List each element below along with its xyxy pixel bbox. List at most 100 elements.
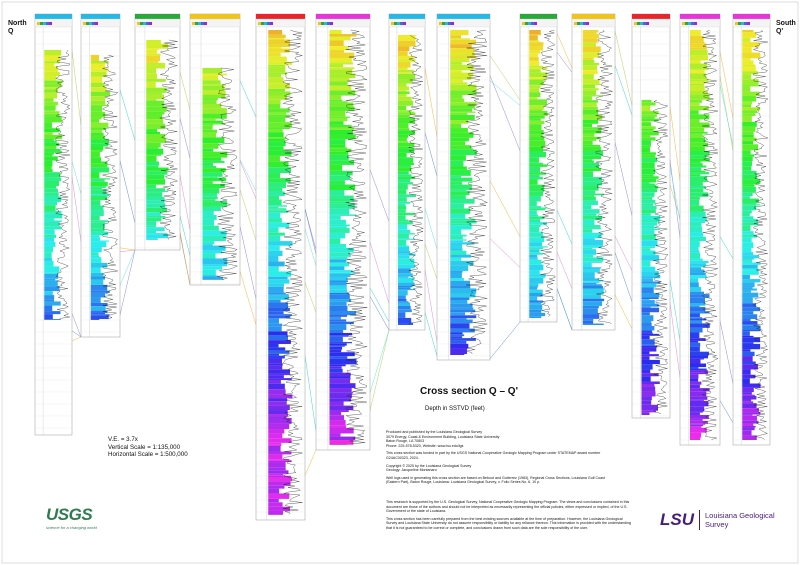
lithology-band [690, 320, 702, 324]
lithology-band [529, 270, 540, 275]
lithology-band [146, 167, 169, 171]
lithology-band [329, 170, 353, 176]
lithology-band [529, 177, 543, 180]
lithology-band [690, 226, 702, 233]
lithology-band [641, 293, 660, 298]
lithology-band [690, 217, 707, 222]
lithology-band [90, 157, 102, 162]
lithology-band [90, 290, 110, 293]
lithology-band [641, 197, 653, 200]
lithology-band [146, 94, 165, 100]
lithology-band [44, 148, 61, 152]
correlation-line [119, 247, 136, 251]
lithology-band [329, 224, 350, 227]
lithology-band [268, 195, 280, 200]
lithology-band [742, 213, 750, 217]
lithology-band [202, 168, 226, 173]
lithology-band [529, 65, 543, 67]
lithology-band [529, 137, 545, 141]
lithology-band [329, 50, 345, 53]
lithology-band [529, 312, 546, 317]
legend-swatch [195, 22, 198, 25]
lithology-band [450, 102, 477, 106]
lithology-band [582, 225, 601, 228]
lithology-band [398, 141, 409, 143]
lithology-band [268, 510, 284, 515]
well-log [388, 13, 426, 331]
lithology-band [582, 279, 604, 282]
lithology-band [146, 123, 166, 130]
lithology-band [268, 363, 283, 366]
lithology-band [690, 155, 707, 159]
lithology-band [641, 312, 650, 316]
lithology-band [742, 374, 756, 379]
lithology-band [690, 232, 704, 237]
lithology-band [742, 170, 757, 175]
lithology-band [529, 286, 539, 288]
lithology-band [329, 180, 345, 185]
log-curve [159, 39, 179, 240]
lithology-band [146, 48, 159, 50]
lithology-band [742, 222, 759, 226]
lithology-band [742, 292, 759, 298]
lithology-band [450, 53, 475, 57]
lithology-band [329, 198, 355, 202]
lithology-band [44, 92, 58, 99]
log-curve [701, 29, 719, 440]
lithology-band [529, 113, 548, 116]
lithology-band [450, 270, 463, 273]
lithology-band [398, 142, 415, 147]
legend-swatch [40, 22, 43, 25]
lithology-band [329, 262, 349, 267]
lithology-band [742, 435, 757, 440]
lithology-band [268, 95, 288, 100]
lithology-band [329, 332, 353, 336]
lithology-band [690, 388, 710, 392]
lithology-band [329, 256, 348, 260]
lithology-band [690, 391, 707, 397]
lithology-band [146, 154, 161, 156]
lithology-band [398, 238, 416, 240]
lithology-band [398, 309, 412, 313]
lithology-band [641, 339, 655, 345]
lithology-band [742, 210, 752, 214]
lithology-band [202, 125, 213, 130]
lithology-band [398, 61, 411, 68]
lithology-band [529, 79, 544, 85]
lithology-band [450, 348, 467, 355]
lithology-band [450, 229, 462, 235]
legend-swatch [439, 22, 442, 25]
lithology-band [329, 110, 346, 117]
lithology-band [529, 309, 542, 313]
lithology-band [742, 231, 754, 234]
lithology-band [268, 132, 284, 138]
lithology-band [44, 61, 60, 64]
lithology-band [44, 185, 57, 189]
lithology-band [44, 246, 53, 253]
lithology-band [268, 191, 285, 196]
lithology-band [690, 418, 703, 421]
well-log [519, 13, 558, 323]
lithology-band [268, 350, 290, 354]
lithology-band [146, 99, 157, 101]
lithology-band [268, 34, 286, 39]
lithology-band [146, 55, 161, 62]
lithology-band [398, 287, 411, 290]
lithology-band [398, 234, 409, 239]
lithology-band [529, 276, 545, 278]
lithology-band [146, 174, 165, 180]
lithology-band [582, 162, 600, 169]
lithology-band [44, 221, 60, 227]
lithology-band [742, 314, 758, 320]
lithology-band [44, 237, 55, 242]
lithology-band [450, 244, 463, 249]
lithology-band [582, 213, 597, 216]
correlation-line [304, 208, 317, 255]
legend-swatch [261, 22, 264, 25]
lithology-band [268, 108, 290, 113]
lithology-band [529, 34, 542, 36]
lithology-band [90, 151, 100, 158]
correlation-line [424, 132, 438, 177]
lithology-band [690, 176, 708, 183]
lithology-band [268, 218, 282, 223]
